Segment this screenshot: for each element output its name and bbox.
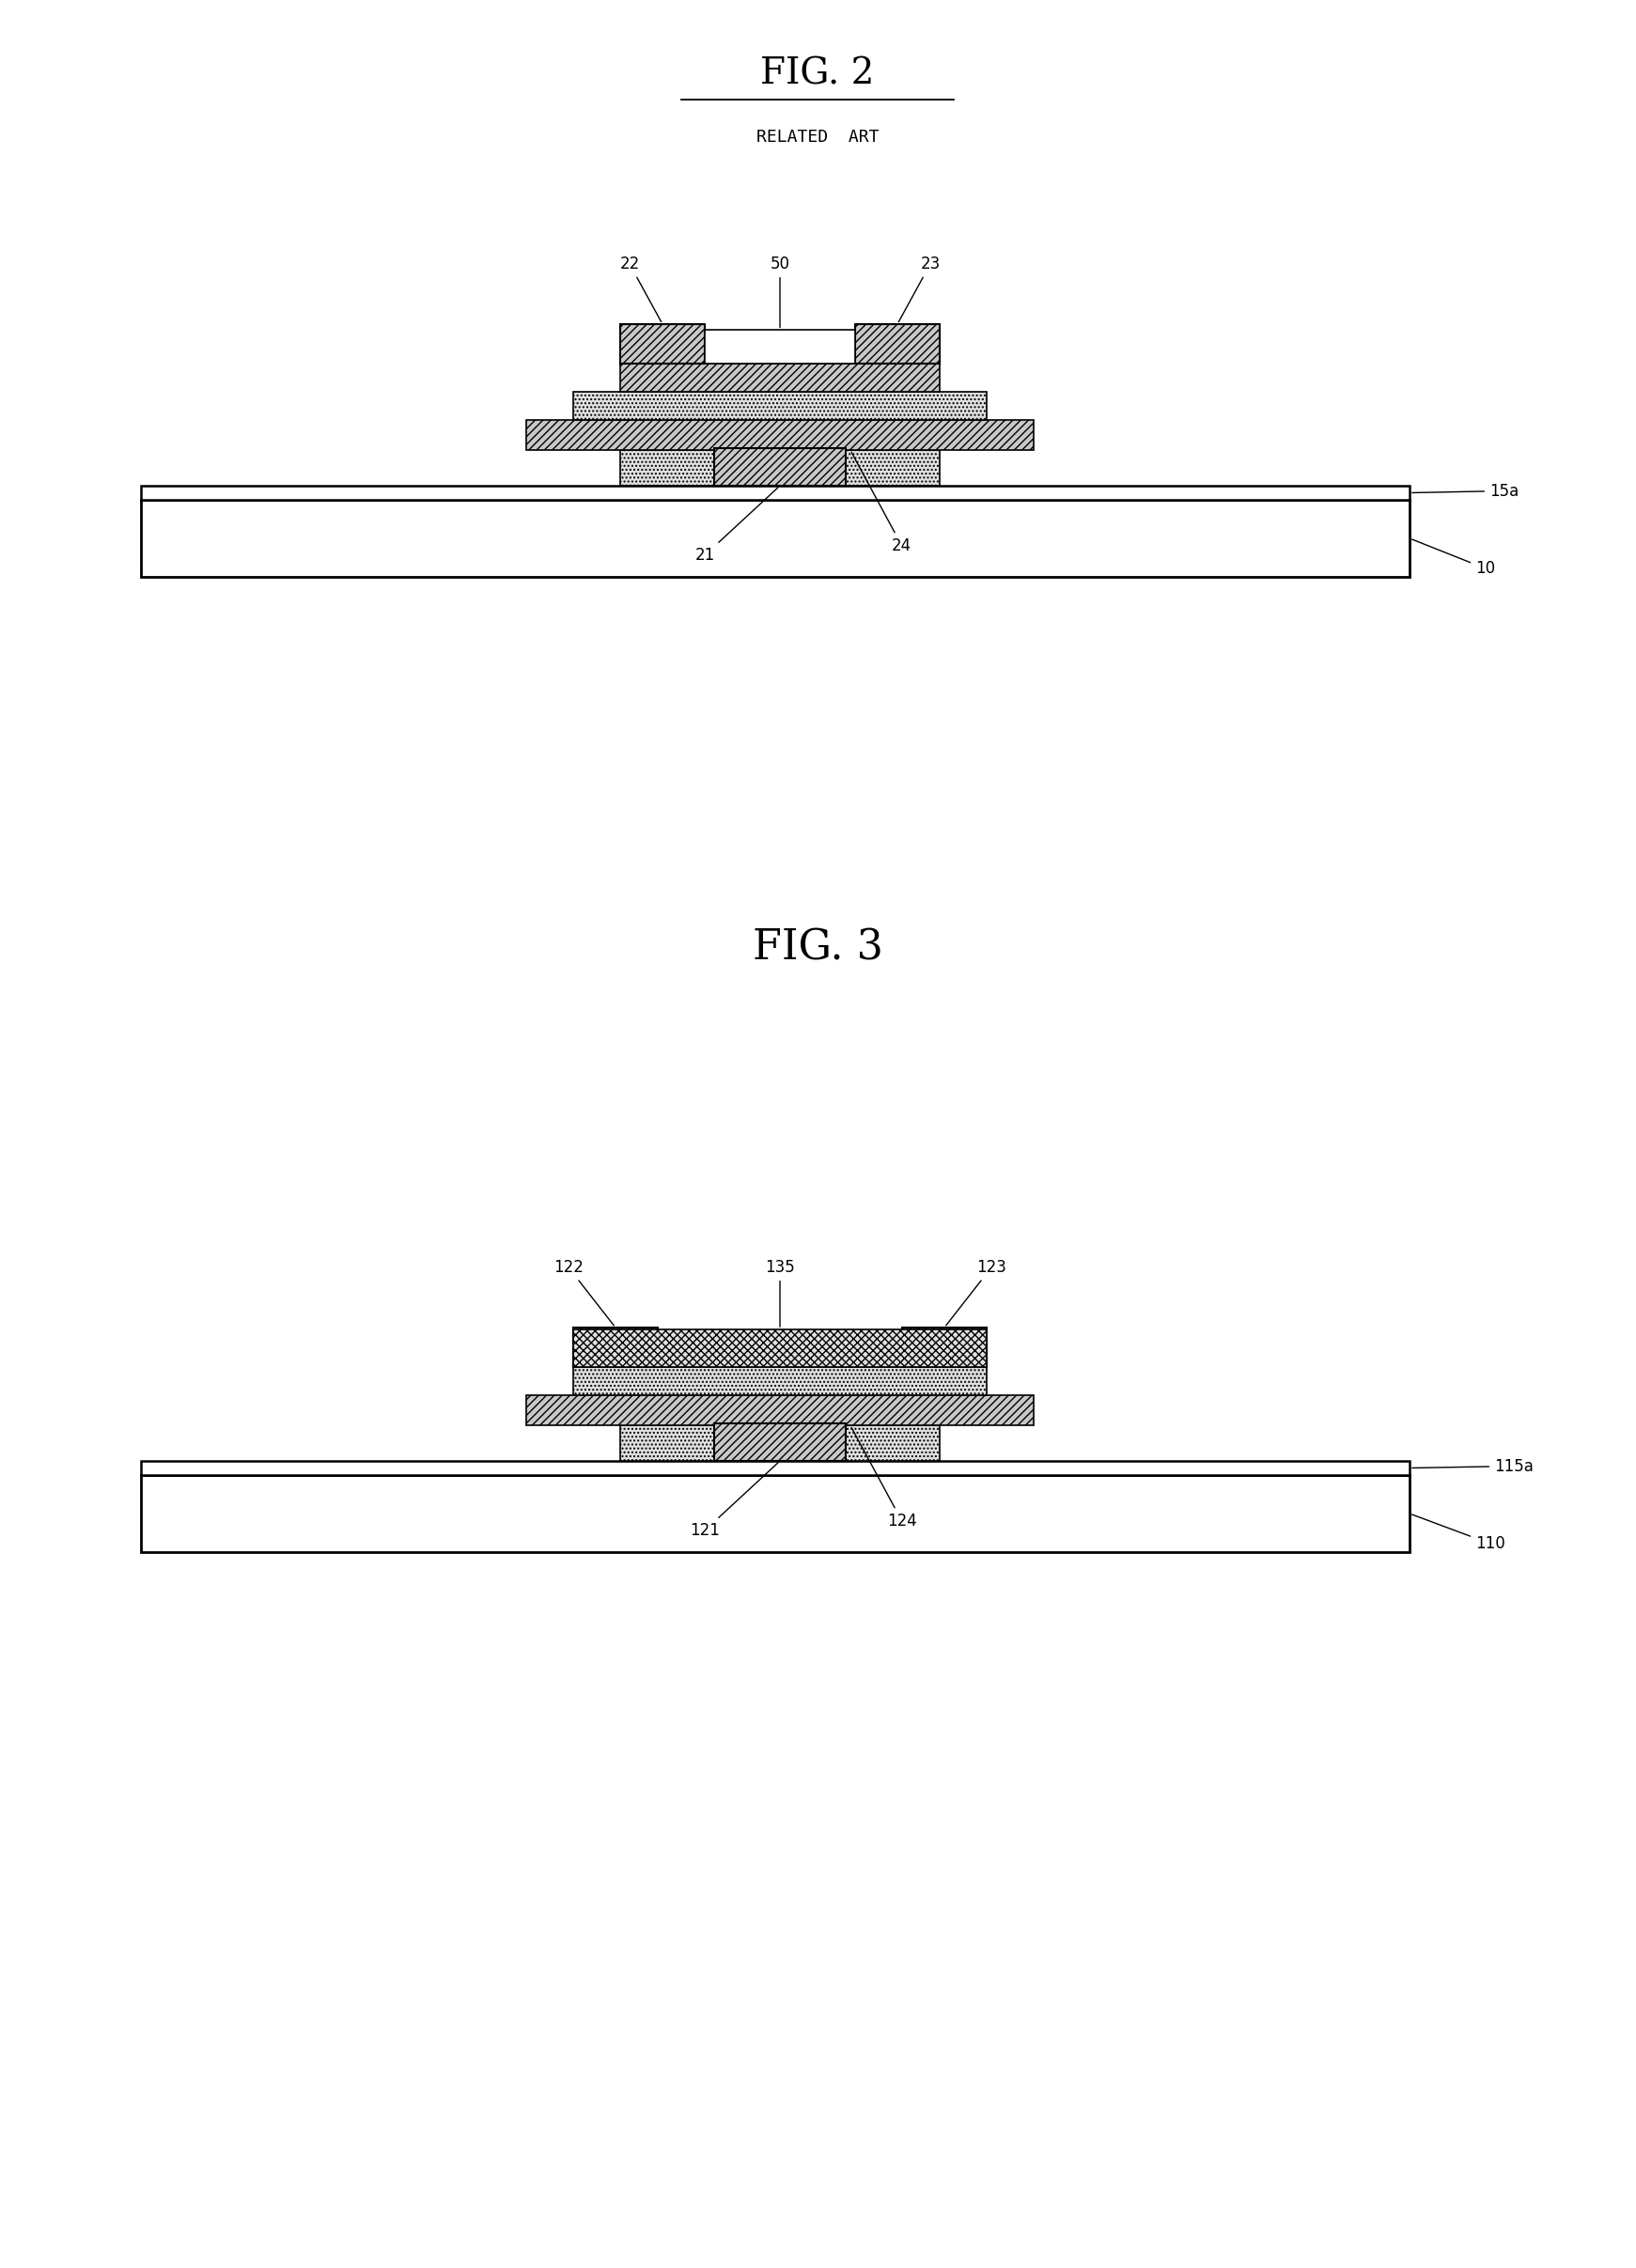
Bar: [715, 1424, 846, 1461]
Bar: [856, 324, 939, 363]
Text: 124: 124: [851, 1427, 916, 1529]
Bar: [620, 324, 705, 363]
Text: RELATED  ART: RELATED ART: [756, 129, 879, 145]
Bar: [527, 420, 1034, 449]
Text: 10: 10: [1412, 540, 1495, 576]
Bar: [715, 449, 846, 485]
Text: 122: 122: [553, 1259, 614, 1325]
Bar: [527, 1395, 1034, 1424]
Text: 115a: 115a: [1412, 1458, 1533, 1474]
Text: FIG. 2: FIG. 2: [761, 57, 875, 91]
Text: 123: 123: [946, 1259, 1006, 1325]
Text: 110: 110: [1412, 1515, 1505, 1551]
Bar: [715, 1424, 846, 1461]
Bar: [620, 1424, 939, 1461]
Text: 121: 121: [690, 1463, 779, 1540]
Bar: [715, 449, 846, 485]
Text: 24: 24: [851, 451, 911, 553]
Bar: [141, 499, 1410, 576]
Bar: [901, 1327, 987, 1368]
Text: 135: 135: [766, 1259, 795, 1327]
Text: FIG. 3: FIG. 3: [753, 928, 883, 968]
Text: 22: 22: [620, 256, 661, 322]
Bar: [141, 485, 1410, 499]
Bar: [141, 1461, 1410, 1474]
Bar: [573, 1329, 987, 1368]
Bar: [573, 392, 987, 420]
Bar: [620, 449, 939, 485]
Bar: [620, 363, 939, 392]
Bar: [573, 1327, 658, 1368]
Bar: [705, 331, 856, 363]
Text: 15a: 15a: [1412, 483, 1518, 499]
Text: 21: 21: [695, 488, 779, 565]
Bar: [141, 1474, 1410, 1551]
Text: 23: 23: [898, 256, 941, 322]
Bar: [573, 1368, 987, 1395]
Text: 50: 50: [771, 256, 790, 327]
